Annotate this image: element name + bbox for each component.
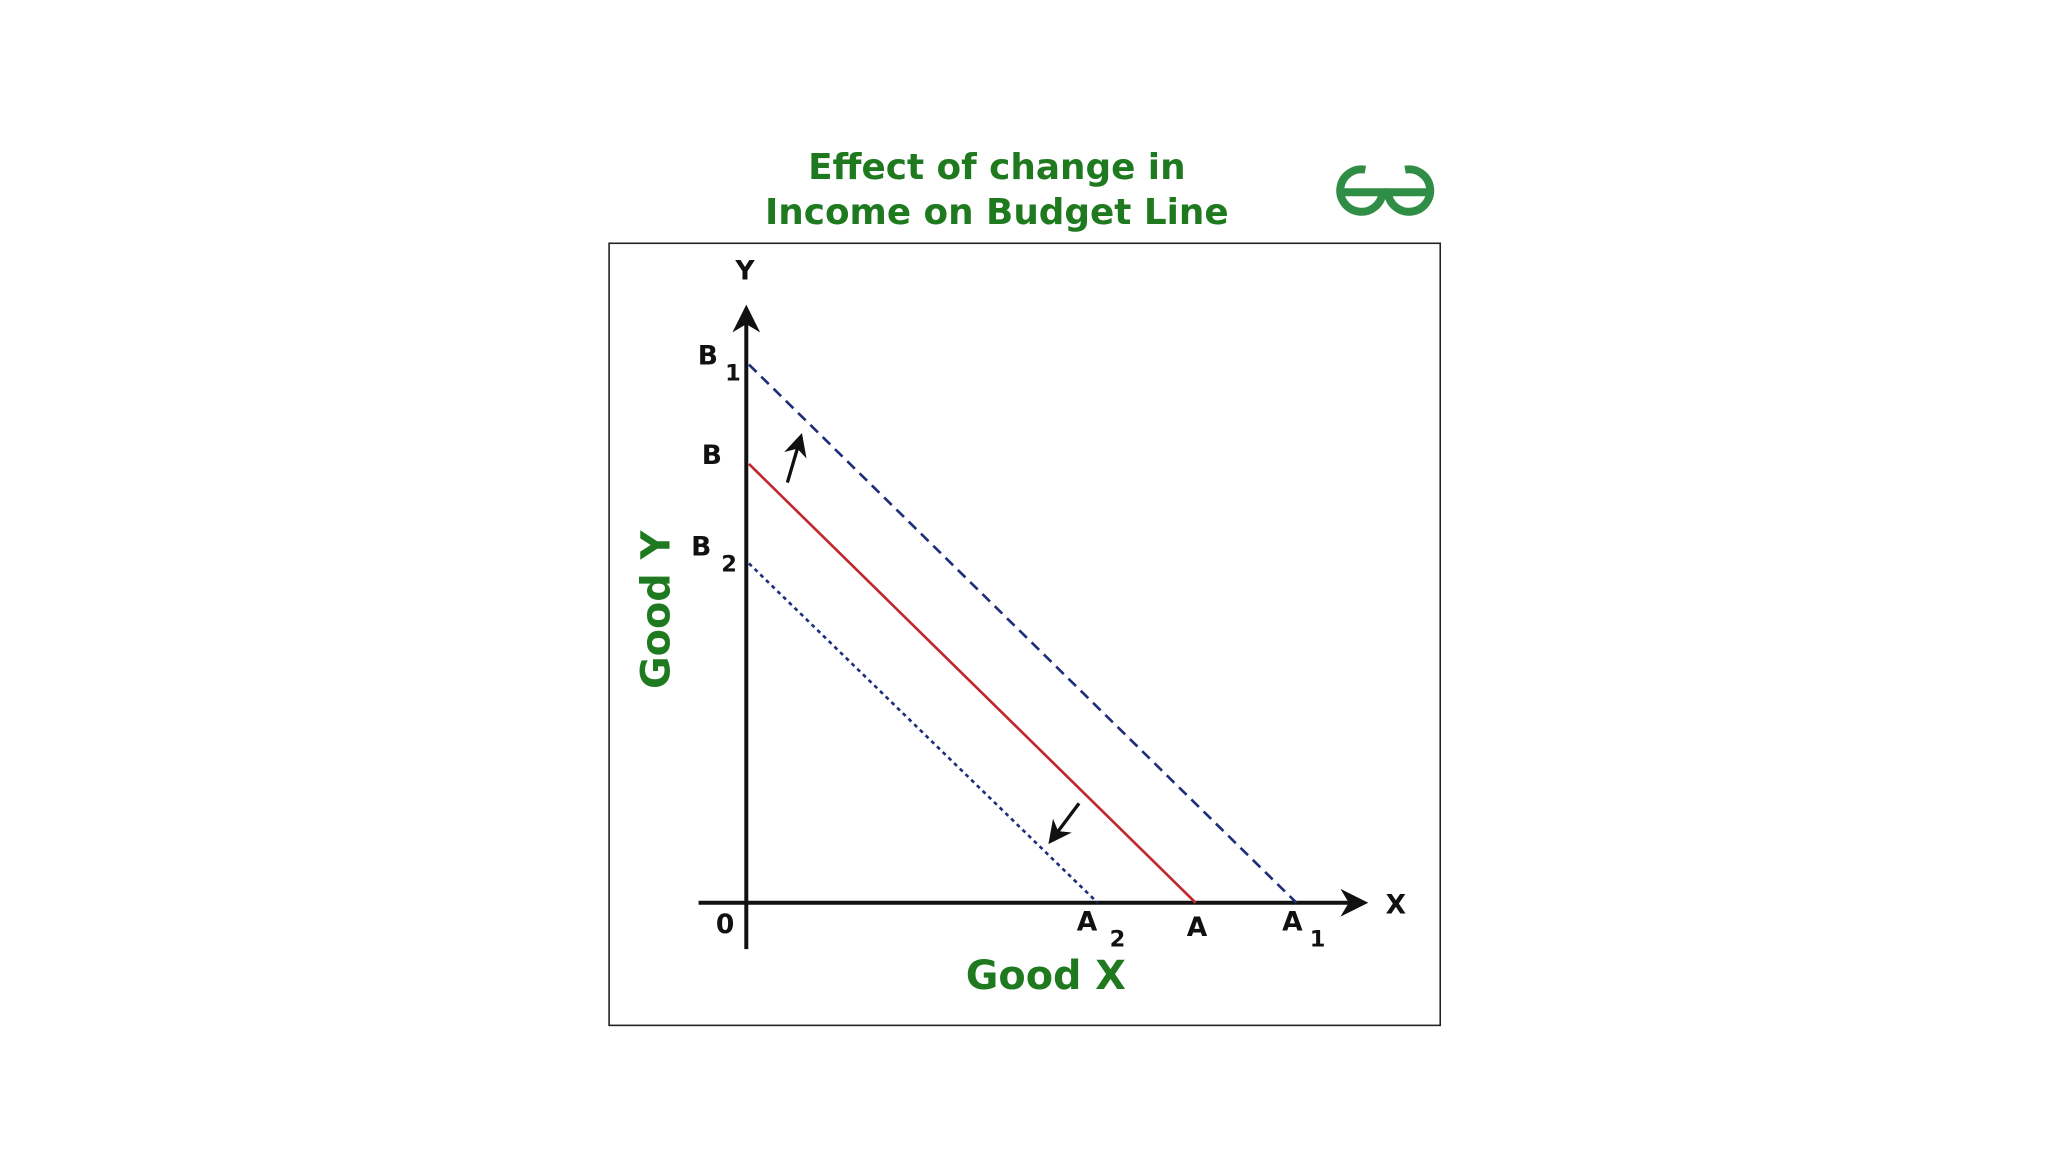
title-line: Income on Budget Line (765, 192, 1229, 233)
axis-label: X (1386, 889, 1406, 920)
point-label: A (1282, 907, 1303, 938)
axis-label: Y (734, 256, 755, 287)
x-axis-title: Good X (966, 953, 1126, 999)
point-subscript: 1 (725, 360, 741, 386)
point-label: B (691, 531, 711, 562)
point-label: B (702, 440, 722, 471)
point-subscript: 2 (721, 551, 737, 577)
point-subscript: 1 (1310, 926, 1326, 952)
shift-arrow (784, 433, 807, 484)
point-label: B (698, 341, 718, 372)
budget-line (748, 463, 1197, 904)
shift-arrow (1048, 802, 1081, 845)
budget-line-increase (748, 363, 1298, 904)
origin-label: 0 (716, 909, 734, 940)
title-line: Effect of change in (808, 147, 1185, 188)
budget-line-decrease (748, 562, 1099, 904)
y-axis-title: Good Y (633, 529, 679, 689)
point-label: A (1077, 907, 1098, 938)
point-subscript: 2 (1110, 926, 1126, 952)
logo (1336, 165, 1435, 216)
frame (608, 242, 1442, 1027)
point-label: A (1187, 912, 1208, 943)
